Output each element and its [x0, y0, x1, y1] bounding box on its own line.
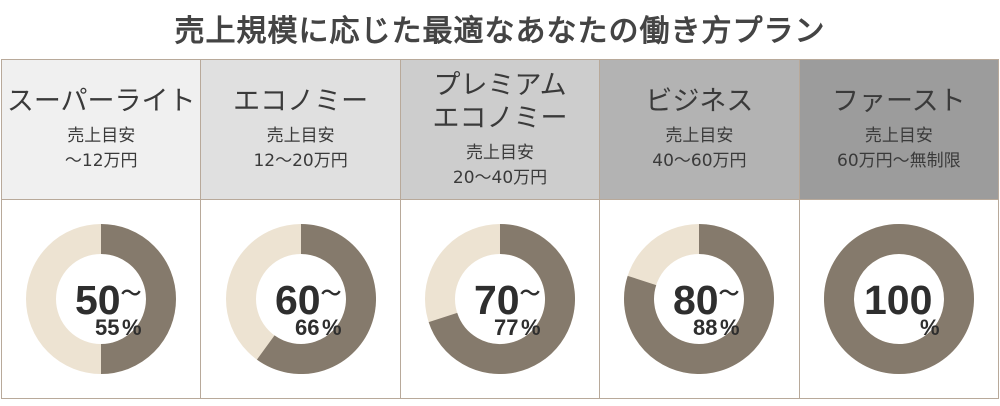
sales-target-range: 〜12万円 — [64, 151, 138, 171]
percent-tilde: 〜 — [520, 283, 540, 305]
plan-name: ファースト — [832, 86, 966, 117]
percent-to: 55 — [95, 315, 119, 340]
plan-chart-cell: 60 〜 66 % — [201, 200, 400, 398]
percentage-donut: 50 〜 55 % — [26, 224, 177, 374]
sales-target-range: 20〜40万円 — [452, 167, 548, 188]
percent-from: 80 — [673, 277, 719, 323]
plan-name: エコノミー — [233, 86, 369, 117]
plan-column-super-light: スーパーライト 売上目安 〜12万円 50 〜 55 % — [2, 60, 201, 398]
percent-from: 60 — [275, 277, 321, 323]
donut-fill — [100, 224, 177, 374]
page-title: 売上規模に応じた最適なあなたの働き方プラン — [174, 14, 826, 49]
plan-header: ファースト 売上目安 60万円〜無制限 — [799, 60, 999, 200]
sales-target-label: 売上目安 — [466, 142, 535, 163]
sales-target-range: 40〜60万円 — [652, 151, 747, 171]
plan-chart-cell: 50 〜 55 % — [2, 200, 201, 398]
percent-sign: % — [720, 315, 740, 340]
plan-column-business: ビジネス 売上目安 40〜60万円 80 〜 88 % — [599, 60, 799, 398]
percent-tilde: 〜 — [321, 283, 341, 305]
percent-from: 100 — [864, 277, 932, 323]
plan-column-premium-economy: プレミアム エコノミー 売上目安 20〜40万円 70 〜 77 % — [399, 60, 600, 398]
percentage-donut: 80 〜 88 % — [624, 224, 775, 374]
sales-target-label: 売上目安 — [665, 126, 734, 146]
donut-fill — [823, 224, 974, 374]
percentage-donut: 70 〜 77 % — [425, 224, 576, 374]
sales-target-label: 売上目安 — [864, 126, 933, 146]
sales-target-label: 売上目安 — [266, 126, 335, 146]
plan-chart-cell: 70 〜 77 % — [400, 200, 600, 398]
percent-sign: % — [122, 315, 142, 340]
plan-header: スーパーライト 売上目安 〜12万円 — [2, 60, 201, 200]
plan-chart-cell: 80 〜 88 % — [600, 200, 799, 398]
plan-chart-cell: 100 % — [799, 200, 999, 398]
percent-from: 70 — [474, 277, 520, 323]
plan-column-economy: エコノミー 売上目安 12〜20万円 60 〜 66 % — [200, 60, 400, 398]
plan-name: スーパーライト — [6, 86, 196, 117]
percent-sign: % — [322, 315, 342, 340]
plan-name: ビジネス — [645, 86, 754, 117]
plan-header: エコノミー 売上目安 12〜20万円 — [201, 60, 400, 200]
sales-target-label: 売上目安 — [67, 126, 136, 146]
sales-target-range: 12〜20万円 — [253, 151, 348, 171]
sales-target-range: 60万円〜無制限 — [837, 151, 961, 171]
plan-name: プレミアム エコノミー — [432, 69, 568, 134]
donut-fill — [256, 224, 376, 374]
percent-tilde: 〜 — [719, 283, 739, 305]
percent-from: 50 — [75, 277, 121, 323]
plan-column-first: ファースト 売上目安 60万円〜無制限 100 % — [798, 60, 999, 398]
percent-tilde: 〜 — [121, 283, 141, 305]
percentage-donut: 100 % — [823, 224, 974, 374]
donut-fill — [428, 224, 575, 374]
percent-sign: % — [521, 315, 541, 340]
donut-fill — [624, 224, 775, 374]
plan-table: スーパーライト 売上目安 〜12万円 50 〜 55 % エコノミー 売上目安 … — [1, 59, 999, 399]
percent-to: 66 — [295, 315, 319, 340]
percentage-donut: 60 〜 66 % — [225, 224, 376, 374]
percent-sign: % — [920, 315, 940, 340]
plan-header: ビジネス 売上目安 40〜60万円 — [600, 60, 799, 200]
plan-header: プレミアム エコノミー 売上目安 20〜40万円 — [400, 60, 600, 200]
percent-to: 88 — [693, 315, 717, 340]
percent-to: 77 — [494, 315, 518, 340]
